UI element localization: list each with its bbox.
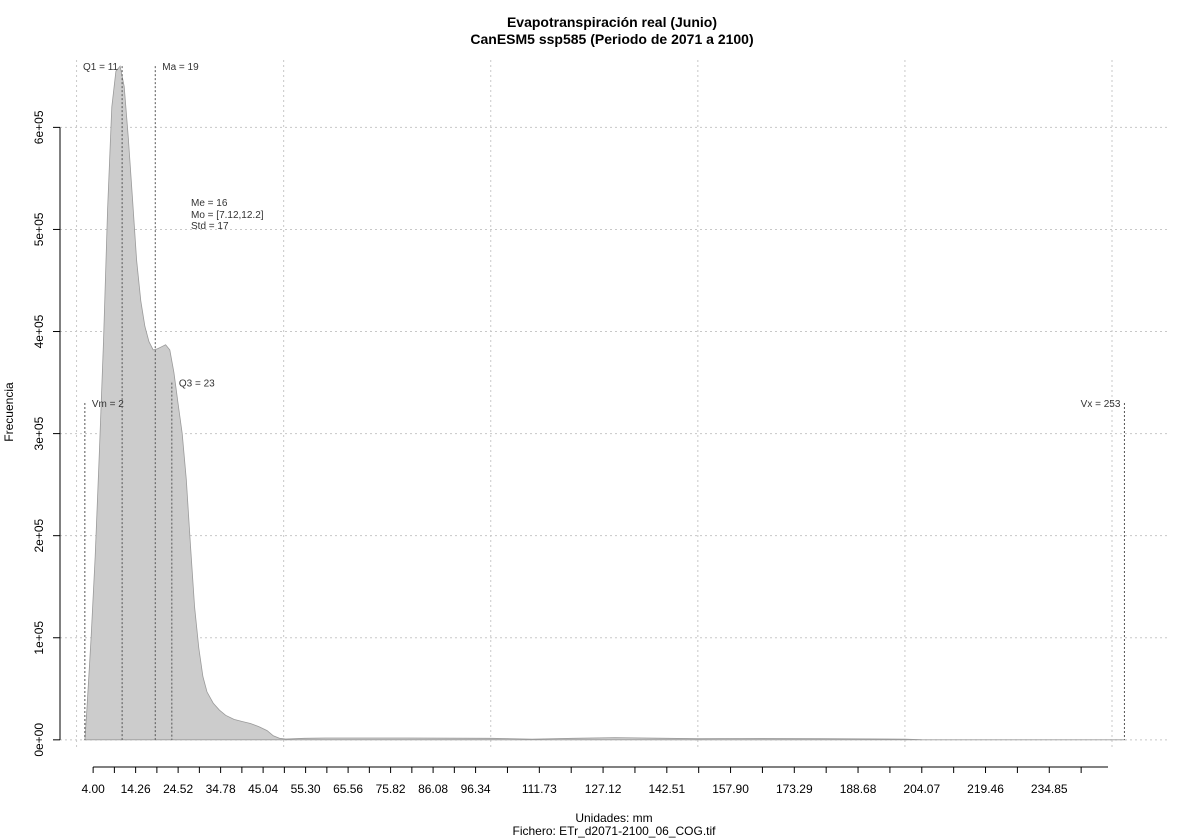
stat-label: Vm = 2 [92, 399, 124, 410]
chart-subtitle: CanESM5 ssp585 (Periodo de 2071 a 2100) [470, 31, 753, 47]
x-tick-label: 4.00 [81, 782, 105, 796]
stat-label: Vx = 253 [1081, 399, 1121, 410]
y-tick-label: 1e+05 [32, 621, 46, 655]
axes: 0e+00 1e+05 2e+05 3e+05 4e+05 5e+05 6e+05 4.00 1… [32, 110, 1108, 796]
x-tick-label: 14.26 [121, 782, 151, 796]
x-tick-label: 111.73 [522, 782, 557, 796]
x-tick-label: 188.68 [840, 782, 877, 796]
stats-box: Me = 16 Mo = [7.12,12.2] Std = 17 [191, 198, 264, 232]
y-tick-label: 2e+05 [32, 519, 46, 553]
y-axis-label: Frecuencia [2, 382, 16, 442]
grid [60, 60, 1170, 748]
stat-label: Q1 = 11 [83, 62, 119, 73]
x-tick-label: 157.90 [712, 782, 749, 796]
y-tick-label: 6e+05 [32, 110, 46, 144]
x-tick-label: 45.04 [248, 782, 278, 796]
stat-median: Me = 16 [191, 198, 228, 209]
x-tick-label: 34.78 [206, 782, 236, 796]
stat-label: Q3 = 23 [179, 379, 215, 390]
y-tick-label: 0e+00 [32, 723, 46, 757]
x-tick-label: 86.08 [418, 782, 448, 796]
stat-label: Ma = 19 [162, 62, 199, 73]
density-area [83, 65, 1126, 741]
x-tick-label: 65.56 [333, 782, 363, 796]
x-tick-label: 173.29 [776, 782, 813, 796]
x-tick-label: 142.51 [648, 782, 685, 796]
stat-std: Std = 17 [191, 221, 229, 232]
x-tick-label: 75.82 [376, 782, 406, 796]
file-label: Fichero: ETr_d2071-2100_06_COG.tif [513, 824, 717, 838]
area-layer [83, 65, 1126, 741]
x-tick-label: 204.07 [903, 782, 940, 796]
x-tick-label: 127.12 [585, 782, 622, 796]
x-axis-label: Unidades: mm [575, 811, 652, 825]
y-tick-label: 4e+05 [32, 314, 46, 348]
x-tick-label: 96.34 [461, 782, 491, 796]
x-tick-label: 24.52 [163, 782, 193, 796]
x-tick-label: 234.85 [1031, 782, 1068, 796]
y-tick-label: 3e+05 [32, 416, 46, 450]
stat-lines: Vm = 2 Q1 = 11 Ma = 19 Q3 = 23 Vx = 253 [83, 62, 1125, 740]
x-tick-label: 55.30 [291, 782, 321, 796]
x-tick-label: 219.46 [967, 782, 1004, 796]
stat-mode: Mo = [7.12,12.2] [191, 210, 264, 221]
chart-title: Evapotranspiración real (Junio) [507, 14, 717, 30]
y-tick-label: 5e+05 [32, 212, 46, 246]
